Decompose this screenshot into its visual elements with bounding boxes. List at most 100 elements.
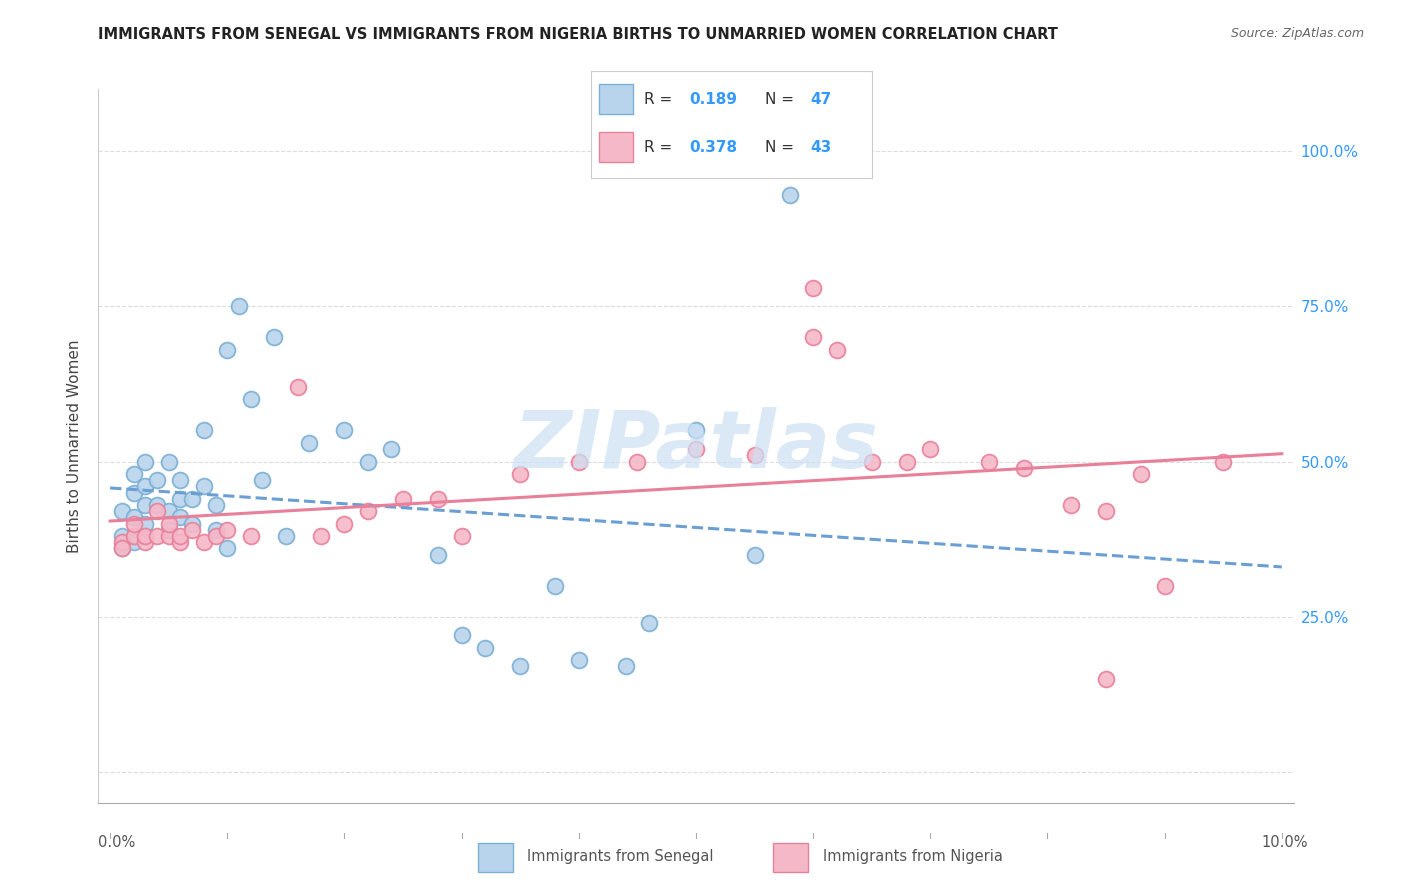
Point xyxy=(1153,579,1175,593)
Point xyxy=(638,615,661,630)
Point xyxy=(146,504,169,518)
Point xyxy=(193,424,215,438)
Point xyxy=(217,523,239,537)
Point xyxy=(169,535,191,549)
Point xyxy=(169,529,191,543)
Point xyxy=(111,529,134,543)
Point xyxy=(228,299,250,313)
Text: N =: N = xyxy=(765,92,799,107)
Point xyxy=(146,473,169,487)
Point xyxy=(474,640,496,655)
Point xyxy=(217,343,239,357)
Point xyxy=(801,330,824,344)
Point xyxy=(122,510,145,524)
Point xyxy=(122,485,145,500)
Point xyxy=(169,510,191,524)
Point xyxy=(357,504,380,518)
Point xyxy=(450,529,472,543)
Point xyxy=(134,498,156,512)
Point xyxy=(217,541,239,556)
Point xyxy=(860,454,883,468)
Text: Immigrants from Nigeria: Immigrants from Nigeria xyxy=(823,849,1002,863)
Point xyxy=(157,516,180,531)
Point xyxy=(146,498,169,512)
Text: 43: 43 xyxy=(810,140,831,155)
Bar xyxy=(599,132,633,162)
Text: ZIPatlas: ZIPatlas xyxy=(513,407,879,485)
Point xyxy=(169,473,191,487)
Point xyxy=(122,516,145,531)
Point xyxy=(181,491,204,506)
Point xyxy=(263,330,285,344)
Point xyxy=(920,442,942,456)
Point xyxy=(333,424,356,438)
Point xyxy=(309,529,332,543)
Point xyxy=(111,504,134,518)
Point xyxy=(685,442,707,456)
Point xyxy=(977,454,1000,468)
Text: 47: 47 xyxy=(810,92,831,107)
Text: R =: R = xyxy=(644,140,678,155)
Point xyxy=(450,628,472,642)
Point xyxy=(509,467,531,481)
Point xyxy=(204,529,226,543)
Point xyxy=(204,498,226,512)
Point xyxy=(146,529,169,543)
Point xyxy=(298,436,321,450)
Bar xyxy=(773,843,808,872)
Point xyxy=(544,579,567,593)
Point xyxy=(134,454,156,468)
Point xyxy=(239,529,262,543)
Text: 10.0%: 10.0% xyxy=(1261,836,1308,850)
Point xyxy=(1212,454,1234,468)
Point xyxy=(111,541,134,556)
Point xyxy=(568,653,591,667)
Point xyxy=(896,454,918,468)
Point xyxy=(193,479,215,493)
Point xyxy=(685,424,707,438)
Bar xyxy=(478,843,513,872)
Point xyxy=(239,392,262,407)
Point xyxy=(134,516,156,531)
Bar xyxy=(599,84,633,114)
Point xyxy=(157,454,180,468)
Point xyxy=(380,442,402,456)
Point xyxy=(252,473,274,487)
Text: IMMIGRANTS FROM SENEGAL VS IMMIGRANTS FROM NIGERIA BIRTHS TO UNMARRIED WOMEN COR: IMMIGRANTS FROM SENEGAL VS IMMIGRANTS FR… xyxy=(98,27,1059,42)
Point xyxy=(427,548,450,562)
Text: 0.378: 0.378 xyxy=(689,140,737,155)
Point xyxy=(626,454,648,468)
Point xyxy=(181,516,204,531)
Point xyxy=(568,454,591,468)
Text: 0.189: 0.189 xyxy=(689,92,737,107)
Point xyxy=(614,659,637,673)
Text: Source: ZipAtlas.com: Source: ZipAtlas.com xyxy=(1230,27,1364,40)
Point xyxy=(427,491,450,506)
Point xyxy=(181,523,204,537)
Point xyxy=(122,467,145,481)
Point xyxy=(193,535,215,549)
Point xyxy=(1130,467,1153,481)
Point xyxy=(392,491,415,506)
Point xyxy=(287,380,309,394)
Point xyxy=(122,535,145,549)
Point xyxy=(801,281,824,295)
Point xyxy=(122,529,145,543)
Point xyxy=(204,523,226,537)
Point xyxy=(744,448,766,462)
Point xyxy=(157,504,180,518)
Point xyxy=(509,659,531,673)
Point xyxy=(134,479,156,493)
Point xyxy=(157,529,180,543)
Point xyxy=(111,541,134,556)
Point xyxy=(1095,504,1118,518)
Point xyxy=(274,529,297,543)
Y-axis label: Births to Unmarried Women: Births to Unmarried Women xyxy=(67,339,83,553)
Point xyxy=(1012,460,1035,475)
Text: Immigrants from Senegal: Immigrants from Senegal xyxy=(527,849,714,863)
Point xyxy=(134,529,156,543)
Point xyxy=(825,343,848,357)
Point xyxy=(1095,672,1118,686)
Point xyxy=(1060,498,1083,512)
Point xyxy=(779,187,801,202)
